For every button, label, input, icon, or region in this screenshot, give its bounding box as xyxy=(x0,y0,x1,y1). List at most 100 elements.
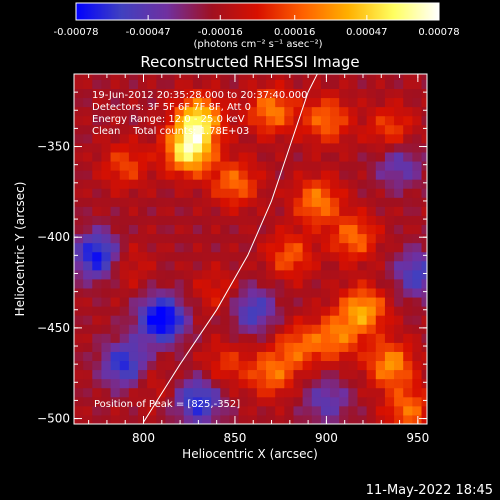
heatmap-cell xyxy=(330,405,340,416)
heatmap-cell xyxy=(421,260,427,271)
heatmap-cell xyxy=(119,251,130,262)
heatmap-cell xyxy=(302,170,313,180)
heatmap-cell xyxy=(174,269,185,280)
heatmap-cell xyxy=(165,124,176,135)
heatmap-cell xyxy=(348,251,358,262)
heatmap-cell xyxy=(366,74,377,80)
heatmap-cell xyxy=(330,124,340,135)
heatmap-cell xyxy=(302,74,313,80)
heatmap-cell xyxy=(202,351,212,362)
heatmap-cell xyxy=(192,170,203,180)
heatmap-cell xyxy=(229,197,240,207)
heatmap-cell xyxy=(403,297,413,307)
heatmap-cell xyxy=(128,278,139,289)
heatmap-cell xyxy=(375,115,386,126)
heatmap-cell xyxy=(92,206,102,216)
heatmap-cell xyxy=(302,342,313,352)
heatmap-cell xyxy=(202,197,212,207)
heatmap-cell xyxy=(256,324,267,334)
heatmap-cell xyxy=(311,269,322,280)
heatmap-cell xyxy=(174,387,185,398)
heatmap-cell xyxy=(320,106,331,117)
heatmap-cell xyxy=(238,215,249,226)
heatmap-cell xyxy=(92,251,102,262)
heatmap-cell xyxy=(394,324,404,334)
heatmap-cell xyxy=(348,233,358,244)
heatmap-cell xyxy=(83,251,93,262)
heatmap-cell xyxy=(220,188,230,198)
heatmap-cell xyxy=(275,215,285,226)
heatmap-cell xyxy=(375,333,386,343)
heatmap-cell xyxy=(412,315,423,325)
heatmap-cell xyxy=(357,206,368,216)
heatmap-cell xyxy=(293,287,304,298)
heatmap-cell xyxy=(375,297,386,307)
heatmap-cell xyxy=(256,387,267,398)
heatmap-cell xyxy=(366,115,377,126)
heatmap-cell xyxy=(403,197,413,207)
heatmap-cell xyxy=(284,342,294,352)
solar-limb-curve xyxy=(143,74,318,423)
heatmap-cell xyxy=(339,224,349,235)
heatmap-cell xyxy=(384,142,395,153)
heatmap-cell xyxy=(110,206,121,216)
heatmap-cell xyxy=(421,342,427,352)
heatmap-cell xyxy=(202,133,212,144)
heatmap-cell xyxy=(302,197,313,207)
heatmap-cell xyxy=(83,278,93,289)
heatmap-cell xyxy=(74,97,84,108)
heatmap-cell xyxy=(147,324,157,334)
heatmap-cell xyxy=(421,251,427,262)
heatmap-cell xyxy=(266,287,276,298)
heatmap-cell xyxy=(366,315,377,325)
axis-ticks: 800 850 900 950−500−450−400−350 xyxy=(37,74,429,445)
heatmap-cell xyxy=(202,269,212,280)
heatmap-cell xyxy=(247,342,258,352)
colorbar-frame xyxy=(75,2,440,21)
heatmap-cell xyxy=(211,414,221,424)
heatmap-cell xyxy=(110,287,121,298)
heatmap-cell xyxy=(202,251,212,262)
heatmap-cell xyxy=(211,278,221,289)
heatmap-cell xyxy=(110,342,121,352)
heatmap-cell xyxy=(320,124,331,135)
heatmap-cell xyxy=(412,170,423,180)
heatmap-cell xyxy=(183,260,194,271)
heatmap-cell xyxy=(74,170,84,180)
heatmap-cell xyxy=(74,88,84,99)
heatmap-cell xyxy=(238,197,249,207)
heatmap-cell xyxy=(266,133,276,144)
heatmap-cell xyxy=(394,405,404,416)
heatmap-cell xyxy=(284,242,294,253)
heatmap-cell xyxy=(128,405,139,416)
heatmap-cell xyxy=(138,260,148,271)
heatmap-cell xyxy=(92,414,102,424)
x-tick-label: 850 xyxy=(224,431,247,445)
heatmap-cell xyxy=(83,79,93,90)
heatmap-cell xyxy=(256,315,267,325)
heatmap-cell xyxy=(348,342,358,352)
heatmap-cell xyxy=(238,161,249,171)
heatmap-cell xyxy=(339,287,349,298)
heatmap-cell xyxy=(165,414,176,424)
heatmap-cell xyxy=(156,161,166,171)
heatmap-cell xyxy=(403,369,413,380)
heatmap-cell xyxy=(92,97,102,108)
heatmap-cell xyxy=(375,306,386,316)
heatmap-cell xyxy=(192,242,203,253)
heatmap-cell xyxy=(156,97,166,108)
heatmap-cell xyxy=(311,79,322,90)
heatmap-cell xyxy=(339,142,349,153)
heatmap-cell xyxy=(83,360,93,371)
heatmap-cell xyxy=(339,324,349,334)
heatmap-cell xyxy=(174,369,185,380)
heatmap-cell xyxy=(311,324,322,334)
heatmap-cell xyxy=(110,115,121,126)
heatmap-cell xyxy=(165,242,176,253)
heatmap-cell xyxy=(238,242,249,253)
heatmap-cell xyxy=(348,378,358,389)
heatmap-cell xyxy=(320,387,331,398)
heatmap-cell xyxy=(174,233,185,244)
heatmap-cell xyxy=(330,170,340,180)
heatmap-cell xyxy=(220,369,230,380)
